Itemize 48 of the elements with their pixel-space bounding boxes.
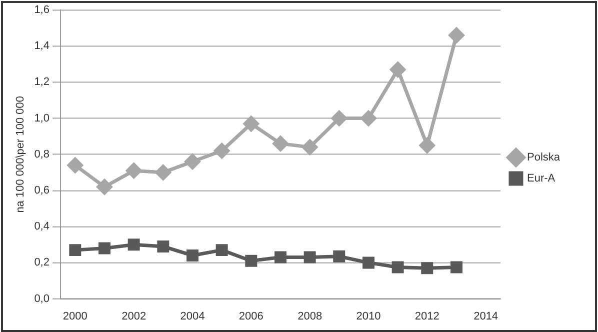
legend-label: Eur-A	[526, 172, 556, 185]
point	[243, 116, 259, 132]
x-tick-label: 2000	[62, 310, 88, 322]
point	[126, 162, 142, 178]
x-tick-label: 2002	[122, 310, 146, 322]
x-tick-label: 2008	[298, 310, 322, 322]
point	[360, 110, 376, 126]
x-tick-label: 2006	[238, 310, 264, 322]
y-tick-label: 1,2	[34, 76, 50, 88]
point	[96, 179, 112, 195]
y-tick-label: 0,4	[34, 220, 50, 233]
point	[157, 240, 170, 252]
x-tick-label: 2010	[356, 310, 381, 322]
y-tick-label: 0,8	[34, 148, 50, 160]
point	[362, 256, 374, 269]
point	[419, 138, 435, 154]
x-tick-label: 2014	[474, 310, 498, 322]
point	[333, 250, 346, 262]
x-tick-label: 2012	[414, 310, 440, 322]
point	[184, 154, 200, 170]
point	[245, 254, 258, 267]
point	[302, 139, 318, 155]
point	[390, 62, 406, 78]
y-tick-label: 1,0	[34, 112, 50, 124]
point	[214, 143, 230, 159]
point	[69, 244, 82, 256]
point	[98, 242, 110, 254]
point	[450, 261, 462, 274]
point	[67, 157, 83, 173]
point	[216, 244, 228, 256]
point	[448, 28, 464, 44]
point	[304, 251, 316, 264]
point	[128, 238, 140, 251]
point	[331, 110, 347, 126]
point	[155, 164, 171, 180]
y-tick-label: 0,2	[34, 256, 50, 269]
y-tick-label: 1,6	[34, 4, 50, 16]
y-axis-title: na 100 000\per 100 000	[14, 96, 27, 213]
y-tick-label: 0,6	[34, 184, 50, 197]
legend-label: Polska	[526, 152, 561, 164]
point	[186, 249, 198, 262]
point	[274, 251, 286, 264]
y-tick-label: 0,0	[34, 292, 50, 305]
point	[421, 262, 434, 274]
point	[272, 136, 288, 152]
y-tick-label: 1,4	[34, 40, 50, 52]
x-tick-label: 2004	[180, 310, 205, 322]
point	[392, 261, 404, 274]
